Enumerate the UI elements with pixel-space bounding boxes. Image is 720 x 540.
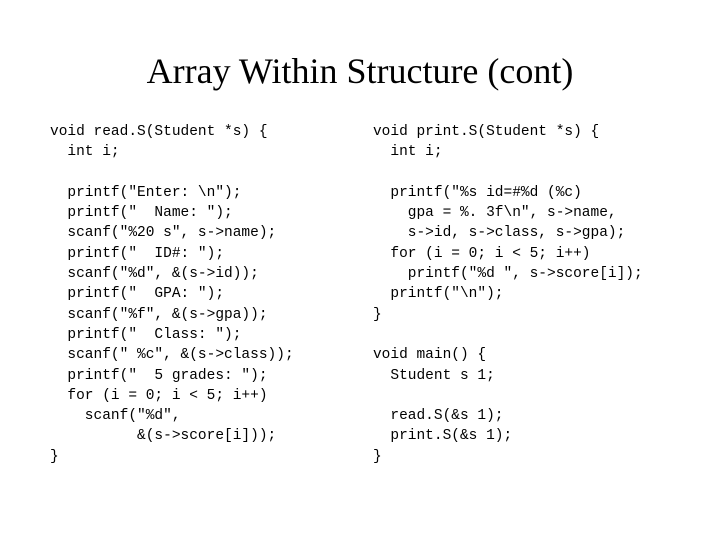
slide: Array Within Structure (cont) void read.… bbox=[0, 0, 720, 540]
left-code-block: void read.S(Student *s) { int i; printf(… bbox=[50, 122, 353, 467]
right-code-block: void print.S(Student *s) { int i; printf… bbox=[373, 122, 670, 467]
slide-title: Array Within Structure (cont) bbox=[50, 50, 670, 92]
code-columns: void read.S(Student *s) { int i; printf(… bbox=[50, 122, 670, 467]
